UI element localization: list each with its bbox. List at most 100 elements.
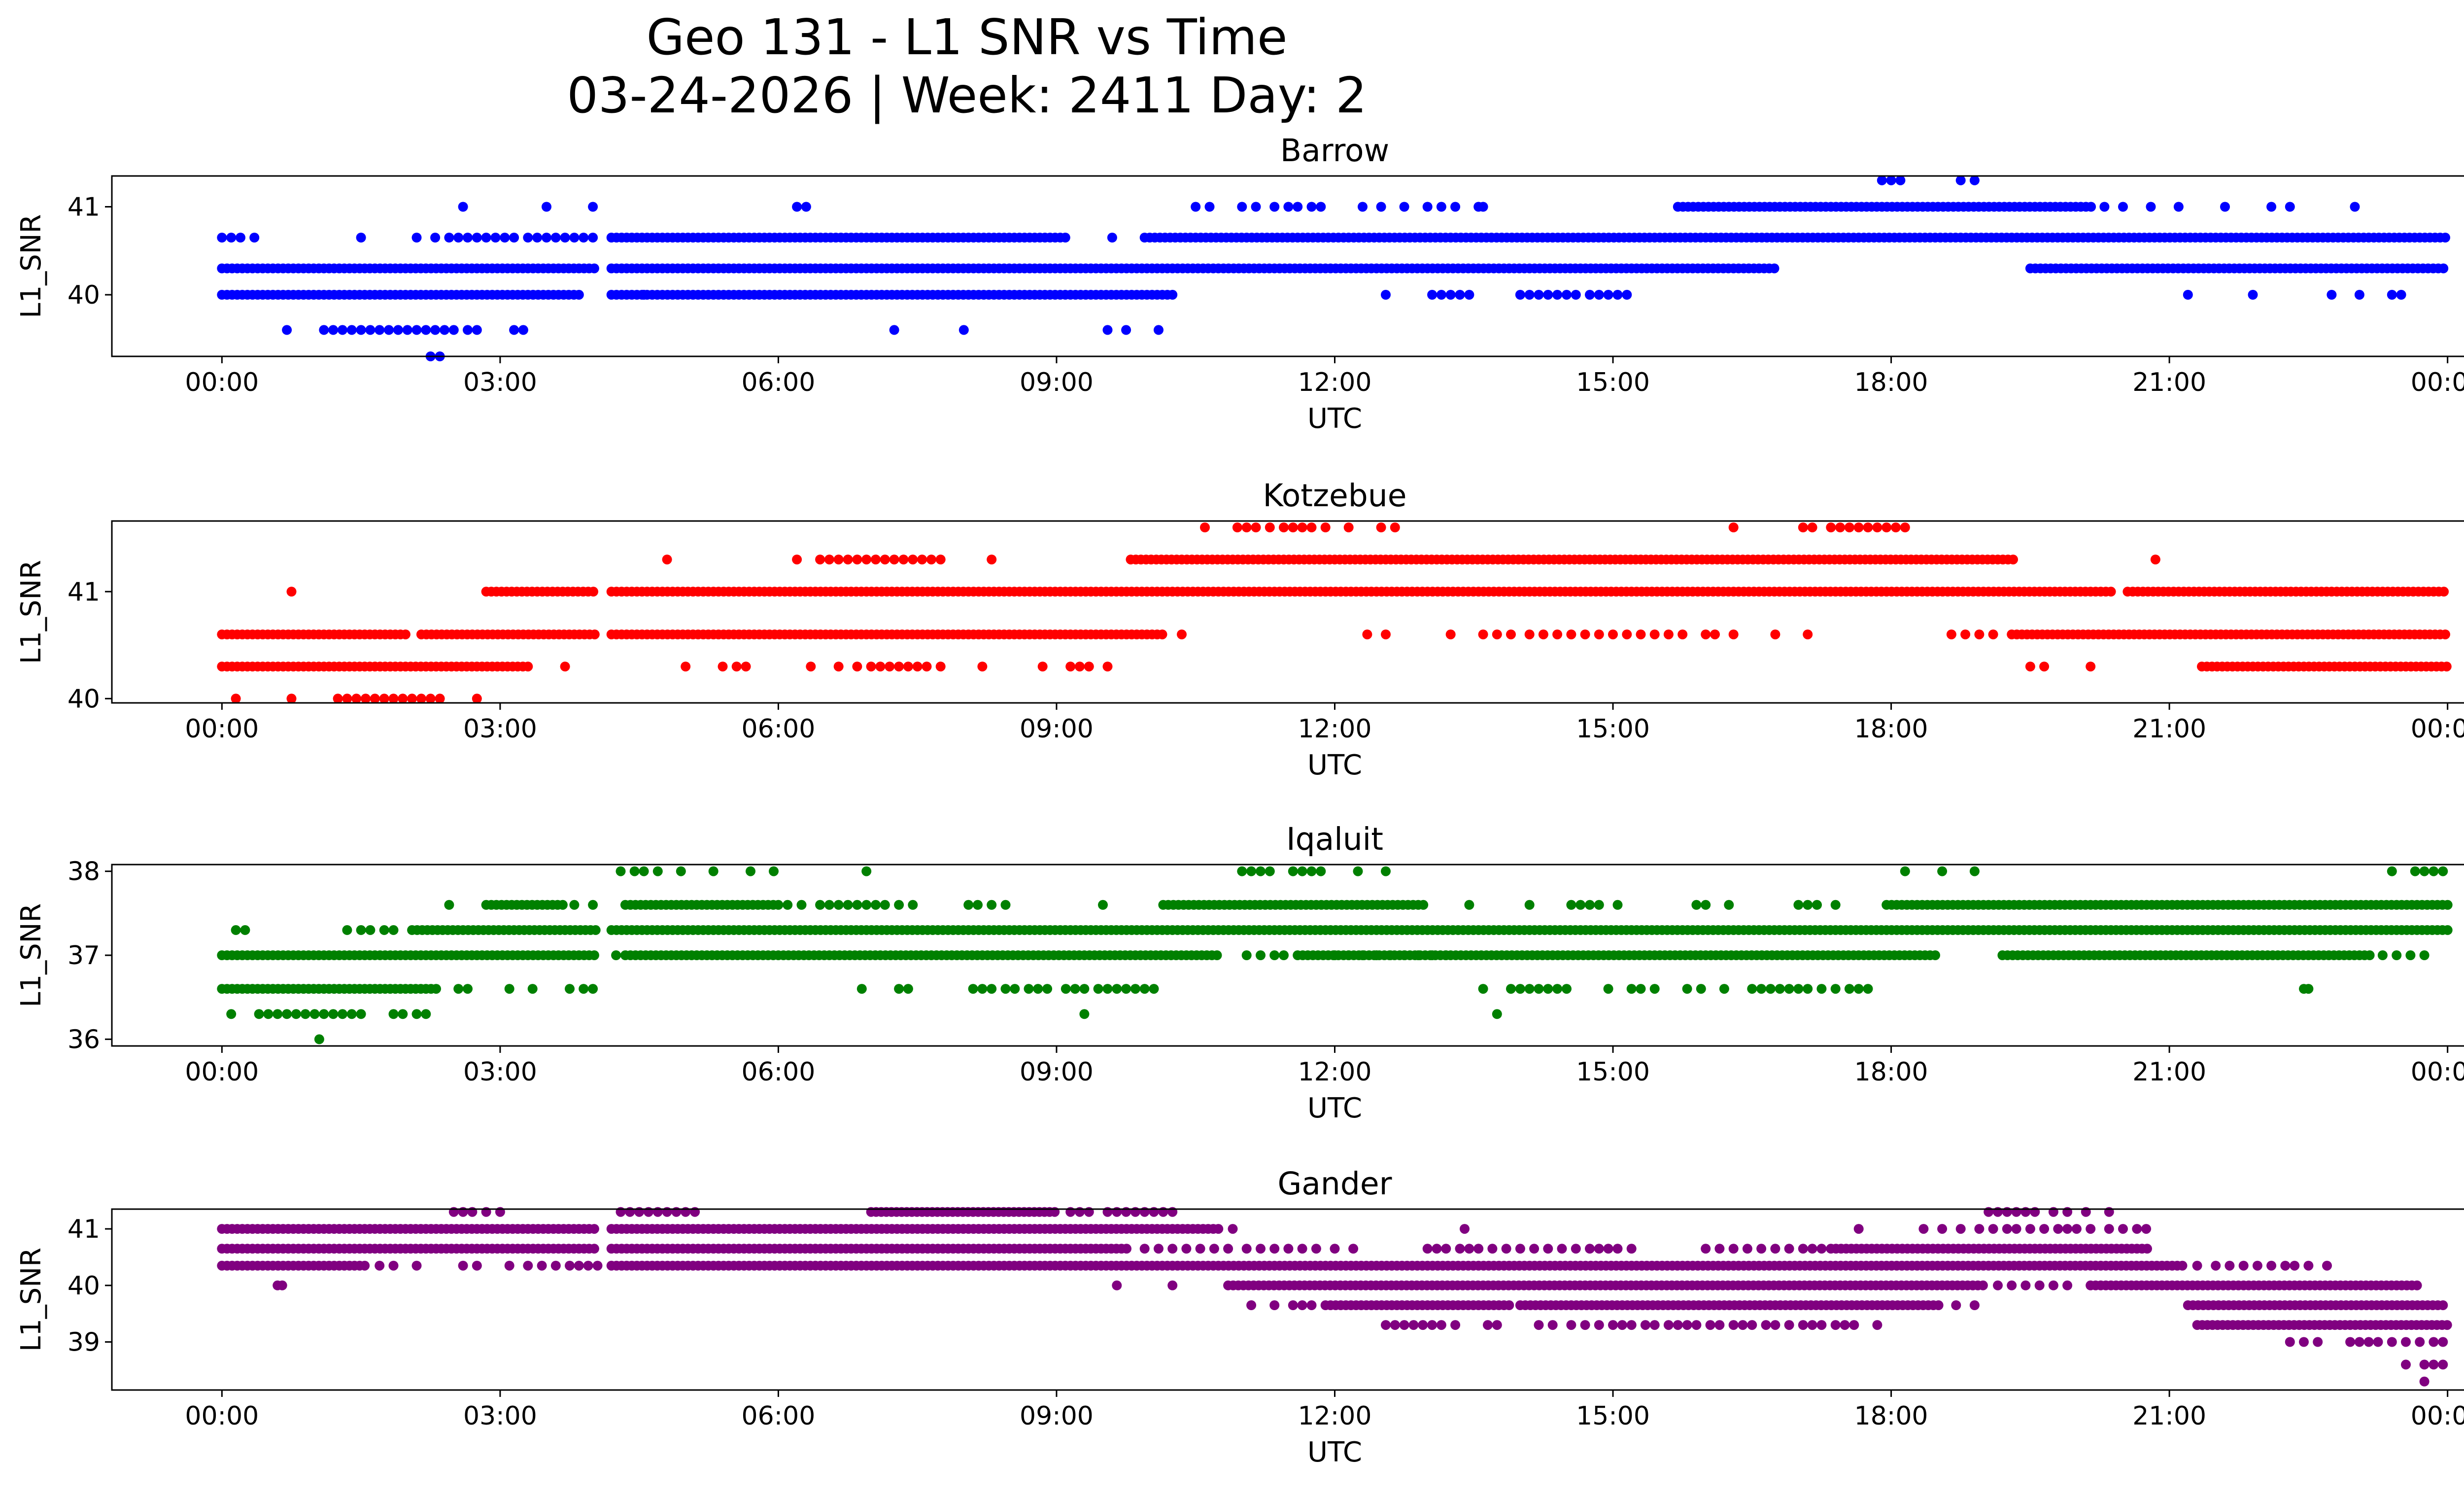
data-point bbox=[2106, 587, 2116, 597]
data-point bbox=[718, 661, 728, 672]
data-point bbox=[1130, 984, 1140, 994]
data-point bbox=[1033, 984, 1043, 994]
data-point bbox=[880, 900, 890, 910]
data-point bbox=[1455, 1244, 1465, 1254]
x-tick-label: 18:00 bbox=[1854, 1401, 1928, 1431]
data-point bbox=[1515, 1244, 1525, 1254]
data-point bbox=[1775, 984, 1785, 994]
data-point bbox=[1812, 900, 1822, 910]
data-point bbox=[866, 661, 876, 672]
data-point bbox=[1691, 900, 1702, 910]
data-point bbox=[1506, 984, 1516, 994]
data-point bbox=[1872, 522, 1882, 532]
x-tick-label: 09:00 bbox=[1020, 368, 1094, 397]
data-point bbox=[1636, 984, 1646, 994]
data-point bbox=[1580, 629, 1590, 640]
x-tick-label: 21:00 bbox=[2132, 1401, 2206, 1431]
data-point bbox=[1969, 1300, 1980, 1310]
data-point bbox=[1460, 1224, 1470, 1234]
data-point bbox=[425, 694, 436, 704]
data-point bbox=[2419, 950, 2430, 960]
data-point bbox=[2020, 1280, 2031, 1290]
data-point bbox=[2266, 1260, 2277, 1271]
data-point bbox=[1543, 290, 1553, 300]
data-point bbox=[2177, 1260, 2188, 1271]
data-point bbox=[1279, 950, 1289, 960]
data-point bbox=[1524, 984, 1535, 994]
data-point bbox=[1612, 290, 1623, 300]
data-point bbox=[773, 900, 784, 910]
data-point bbox=[1826, 522, 1836, 532]
data-point bbox=[1381, 866, 1391, 876]
data-point bbox=[1562, 984, 1572, 994]
data-point bbox=[518, 325, 528, 335]
data-point bbox=[1933, 1300, 1944, 1310]
data-point bbox=[319, 325, 329, 335]
data-point bbox=[2252, 1260, 2262, 1271]
data-point bbox=[532, 233, 543, 243]
data-point bbox=[1107, 233, 1117, 243]
data-point bbox=[1330, 1244, 1340, 1254]
data-point bbox=[824, 900, 834, 910]
data-point bbox=[1566, 1320, 1576, 1330]
data-point bbox=[1747, 1320, 1757, 1330]
data-point bbox=[356, 233, 366, 243]
data-point bbox=[2285, 1337, 2295, 1347]
x-tick-label: 18:00 bbox=[1854, 714, 1928, 744]
x-tick-label: 12:00 bbox=[1298, 714, 1372, 744]
data-point bbox=[1154, 325, 1164, 335]
data-point bbox=[1084, 661, 1094, 672]
x-tick-label: 21:00 bbox=[2132, 1057, 2206, 1087]
data-point bbox=[1798, 522, 1808, 532]
data-point bbox=[398, 694, 408, 704]
data-point bbox=[2364, 950, 2375, 960]
data-point bbox=[1478, 629, 1488, 640]
data-point bbox=[741, 661, 751, 672]
x-tick-label: 09:00 bbox=[1020, 1401, 1094, 1431]
data-point bbox=[2405, 950, 2416, 960]
data-point bbox=[2429, 1337, 2439, 1347]
data-point bbox=[388, 1009, 399, 1019]
data-point bbox=[1371, 950, 1382, 960]
data-point bbox=[328, 325, 339, 335]
data-point bbox=[1918, 1224, 1929, 1234]
data-point bbox=[1399, 202, 1409, 212]
data-point bbox=[1376, 522, 1386, 532]
data-point bbox=[792, 202, 802, 212]
data-point bbox=[2099, 202, 2110, 212]
data-point bbox=[1269, 1300, 1280, 1310]
y-tick-label: 36 bbox=[68, 1025, 100, 1054]
data-point bbox=[231, 694, 241, 704]
data-point bbox=[463, 233, 473, 243]
data-point bbox=[1139, 984, 1150, 994]
data-point bbox=[1251, 522, 1261, 532]
data-point bbox=[236, 233, 245, 243]
data-point bbox=[1594, 1244, 1604, 1254]
data-point bbox=[1316, 866, 1326, 876]
data-point bbox=[2220, 202, 2230, 212]
data-point bbox=[1265, 866, 1275, 876]
data-point bbox=[1167, 290, 1178, 300]
x-tick-label: 00:00 bbox=[185, 1057, 259, 1087]
data-point bbox=[1538, 629, 1548, 640]
data-point bbox=[1798, 1244, 1808, 1254]
data-point bbox=[574, 1260, 584, 1271]
data-point bbox=[1696, 984, 1706, 994]
data-point bbox=[319, 1009, 329, 1019]
data-point bbox=[861, 900, 872, 910]
data-point bbox=[1534, 1320, 1544, 1330]
y-tick-label: 41 bbox=[68, 577, 100, 607]
data-point bbox=[448, 325, 459, 335]
data-point bbox=[1079, 1009, 1090, 1019]
data-point bbox=[1534, 290, 1544, 300]
data-point bbox=[1603, 984, 1613, 994]
data-point bbox=[1524, 290, 1535, 300]
data-point bbox=[833, 900, 844, 910]
data-point bbox=[589, 263, 599, 274]
data-point bbox=[453, 233, 464, 243]
data-point bbox=[1330, 950, 1340, 960]
data-point bbox=[852, 555, 862, 565]
data-point bbox=[542, 233, 551, 243]
data-point bbox=[1093, 984, 1103, 994]
